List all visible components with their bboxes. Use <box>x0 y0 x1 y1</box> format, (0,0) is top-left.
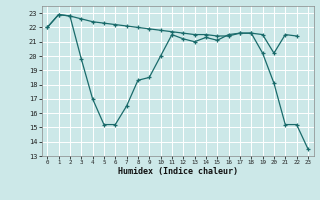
X-axis label: Humidex (Indice chaleur): Humidex (Indice chaleur) <box>118 167 237 176</box>
